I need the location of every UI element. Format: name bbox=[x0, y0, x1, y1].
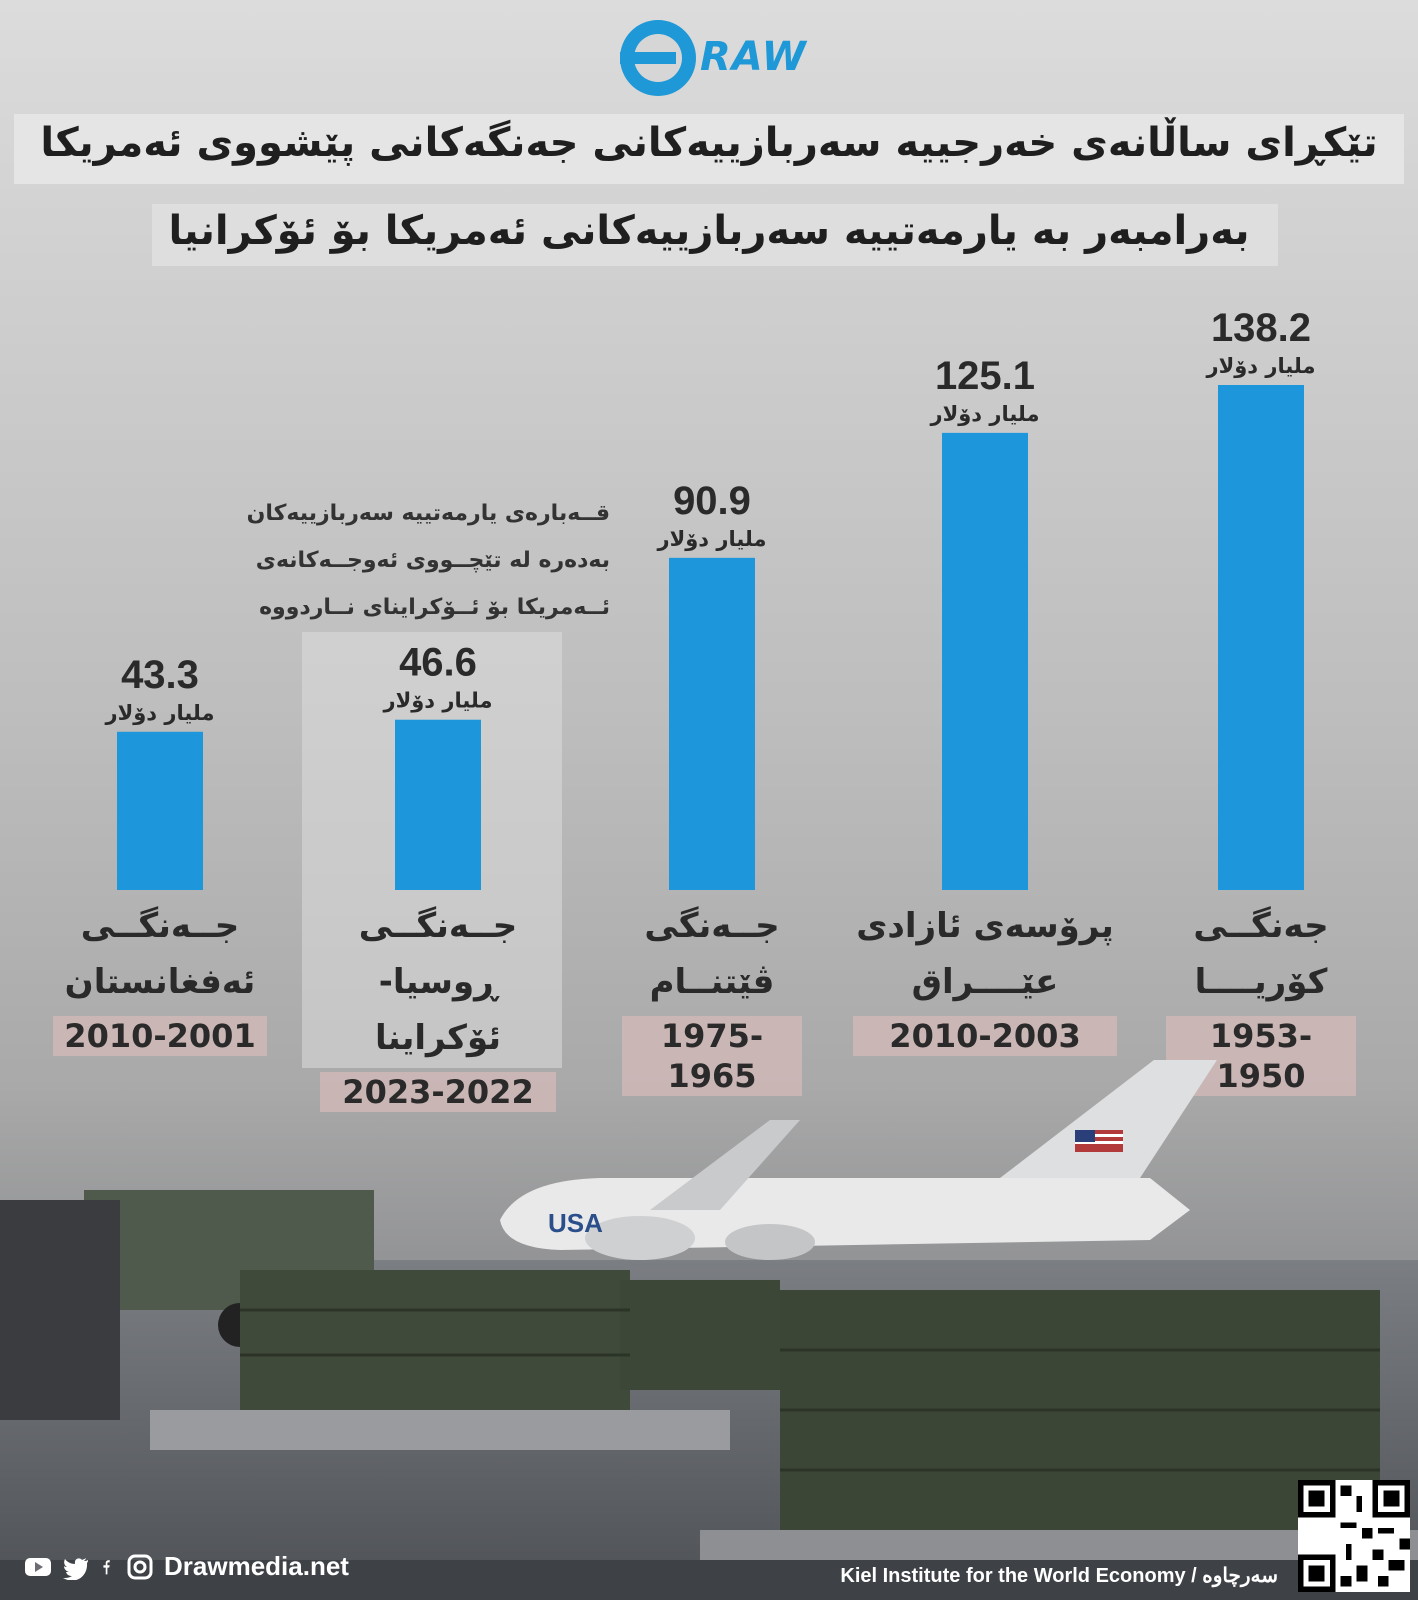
qr-code[interactable] bbox=[1298, 1480, 1410, 1592]
page-title: تێکڕای ساڵانەی خەرجییە سەربازییەکانی جەن… bbox=[40, 120, 1378, 166]
unit-label-3: ملیار دۆلار bbox=[657, 527, 767, 551]
source-text: Kiel Institute for the World Economy / س… bbox=[840, 1565, 1278, 1587]
category-name-line2: ئەفغانستان bbox=[64, 962, 256, 1002]
value-label-5: 138.2 bbox=[1211, 306, 1311, 350]
category-years: 2023-2022 bbox=[320, 1072, 556, 1112]
category-years: 2010-2001 bbox=[53, 1016, 267, 1056]
category-name-line1: جــەنگــی bbox=[80, 906, 240, 946]
page-subtitle: بەرامبەر بە یارمەتییە سەربازییەکانی ئەمر… bbox=[168, 208, 1250, 254]
unit-label-2: ملیار دۆلار bbox=[383, 689, 493, 713]
category-name-line2: ڤێتنــام bbox=[649, 962, 775, 1002]
category-name-line1: پرۆسەی ئازادی bbox=[856, 906, 1114, 946]
subtitle-band bbox=[152, 204, 1278, 266]
background-photo: USA bbox=[0, 1060, 1418, 1600]
category-years: 2010-2003 bbox=[853, 1016, 1117, 1056]
category-name-line1: جەنگــی bbox=[1193, 906, 1329, 946]
note-line-1: قــەبارەی یارمەتییە سەربازییەکان bbox=[246, 501, 610, 526]
category-name-line1: جــەنگــی bbox=[358, 906, 518, 946]
instagram-icon[interactable] bbox=[126, 1554, 154, 1580]
bar-5 bbox=[1218, 385, 1304, 890]
category-label-2: جــەنگــی ڕوسیا-ئۆکراینا 2023-2022 bbox=[320, 898, 556, 1112]
category-name-line2: عێــــراق bbox=[911, 962, 1059, 1002]
category-name-line2: کۆریــــا bbox=[1194, 962, 1328, 1002]
unit-label-1: ملیار دۆلار bbox=[105, 701, 215, 725]
bar-1 bbox=[117, 731, 203, 890]
youtube-icon[interactable] bbox=[24, 1554, 52, 1580]
category-label-3: جــەنگی ڤێتنــام 1975-1965 bbox=[622, 898, 802, 1096]
title-band bbox=[14, 114, 1404, 184]
note-line-3: ئــەمریکا بۆ ئــۆکرایناى نــاردووە bbox=[259, 595, 610, 620]
facebook-icon[interactable] bbox=[100, 1554, 116, 1580]
note-text: قــەبارەی یارمەتییە سەربازییەکان بەدەرە … bbox=[200, 490, 610, 631]
value-label-4: 125.1 bbox=[935, 354, 1035, 398]
value-label-1: 43.3 bbox=[121, 653, 199, 697]
svg-text:USA: USA bbox=[548, 1208, 603, 1238]
website-link[interactable]: Drawmedia.net bbox=[164, 1551, 349, 1581]
draw-logo: RAW bbox=[618, 16, 838, 100]
bar-4 bbox=[942, 432, 1028, 890]
value-label-3: 90.9 bbox=[673, 479, 751, 523]
category-years: 1975-1965 bbox=[622, 1016, 802, 1096]
value-label-2: 46.6 bbox=[399, 641, 477, 685]
bar-3 bbox=[669, 557, 755, 890]
footer-social: Drawmedia.net bbox=[24, 1551, 349, 1582]
twitter-icon[interactable] bbox=[62, 1554, 90, 1580]
note-line-2: بەدەرە لە تێچــووی ئەوجــەکانەی bbox=[255, 548, 610, 573]
logo-text: RAW bbox=[700, 34, 807, 80]
unit-label-4: ملیار دۆلار bbox=[930, 402, 1040, 426]
category-name-line2: ڕوسیا-ئۆکراینا bbox=[374, 962, 502, 1058]
category-label-1: جــەنگــی ئەفغانستان 2010-2001 bbox=[53, 898, 267, 1056]
category-name-line1: جــەنگی bbox=[644, 906, 780, 946]
unit-label-5: ملیار دۆلار bbox=[1206, 354, 1316, 378]
bar-2 bbox=[395, 719, 481, 890]
category-label-4: پرۆسەی ئازادی عێــــراق 2010-2003 bbox=[853, 898, 1117, 1056]
